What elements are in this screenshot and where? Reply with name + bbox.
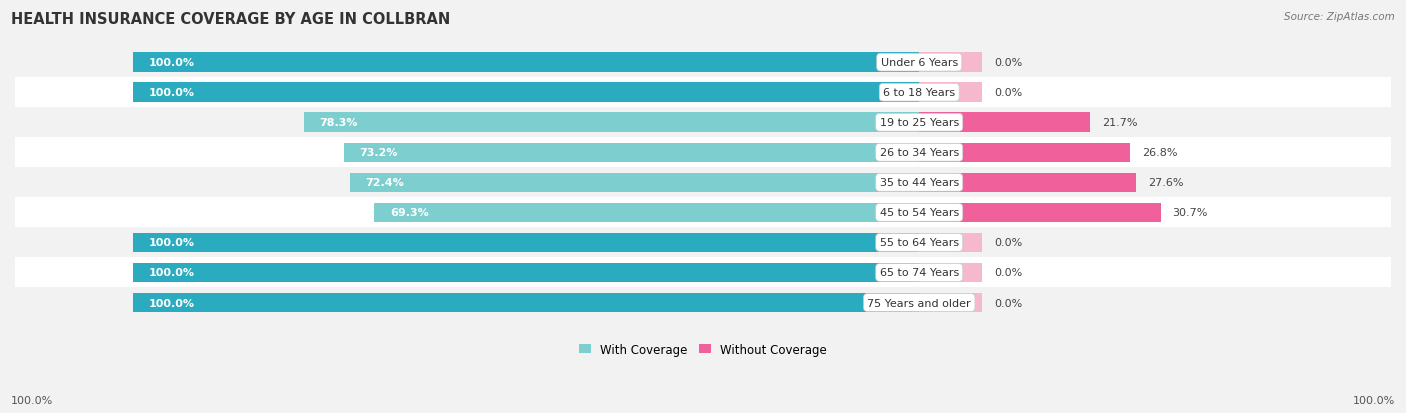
Bar: [920, 293, 983, 313]
Text: 30.7%: 30.7%: [1173, 208, 1208, 218]
Text: 100.0%: 100.0%: [149, 88, 194, 98]
Text: 19 to 25 Years: 19 to 25 Years: [880, 118, 959, 128]
Text: 35 to 44 Years: 35 to 44 Years: [880, 178, 959, 188]
Text: 100.0%: 100.0%: [149, 298, 194, 308]
Text: 0.0%: 0.0%: [994, 88, 1022, 98]
Text: 0.0%: 0.0%: [994, 58, 1022, 68]
Bar: [15, 138, 1391, 168]
Text: 26 to 34 Years: 26 to 34 Years: [880, 148, 959, 158]
Bar: [920, 203, 1160, 223]
Text: 55 to 64 Years: 55 to 64 Years: [880, 238, 959, 248]
Text: 0.0%: 0.0%: [994, 238, 1022, 248]
Bar: [15, 48, 1391, 78]
Bar: [920, 113, 1090, 133]
Text: 45 to 54 Years: 45 to 54 Years: [880, 208, 959, 218]
Bar: [350, 173, 920, 192]
Bar: [374, 203, 920, 223]
Text: 21.7%: 21.7%: [1102, 118, 1137, 128]
Text: 100.0%: 100.0%: [11, 395, 53, 405]
Text: 100.0%: 100.0%: [1353, 395, 1395, 405]
Text: HEALTH INSURANCE COVERAGE BY AGE IN COLLBRAN: HEALTH INSURANCE COVERAGE BY AGE IN COLL…: [11, 12, 450, 27]
Bar: [134, 53, 920, 73]
Bar: [920, 143, 1130, 163]
Text: 72.4%: 72.4%: [366, 178, 405, 188]
Bar: [343, 143, 920, 163]
Bar: [15, 168, 1391, 198]
Text: 0.0%: 0.0%: [994, 298, 1022, 308]
Bar: [134, 293, 920, 313]
Bar: [920, 173, 1136, 192]
Bar: [920, 233, 983, 253]
Bar: [920, 53, 983, 73]
Bar: [15, 78, 1391, 108]
Bar: [15, 288, 1391, 318]
Bar: [15, 228, 1391, 258]
Bar: [15, 258, 1391, 288]
Text: 65 to 74 Years: 65 to 74 Years: [880, 268, 959, 278]
Bar: [920, 83, 983, 103]
Text: 73.2%: 73.2%: [360, 148, 398, 158]
Text: 6 to 18 Years: 6 to 18 Years: [883, 88, 955, 98]
Text: 27.6%: 27.6%: [1149, 178, 1184, 188]
Bar: [134, 233, 920, 253]
Bar: [304, 113, 920, 133]
Text: 69.3%: 69.3%: [389, 208, 429, 218]
Legend: With Coverage, Without Coverage: With Coverage, Without Coverage: [574, 338, 832, 361]
Text: Source: ZipAtlas.com: Source: ZipAtlas.com: [1284, 12, 1395, 22]
Text: 100.0%: 100.0%: [149, 268, 194, 278]
Bar: [15, 108, 1391, 138]
Bar: [134, 263, 920, 282]
Text: 75 Years and older: 75 Years and older: [868, 298, 972, 308]
Bar: [920, 263, 983, 282]
Bar: [134, 83, 920, 103]
Text: 78.3%: 78.3%: [319, 118, 357, 128]
Text: 100.0%: 100.0%: [149, 58, 194, 68]
Text: 26.8%: 26.8%: [1142, 148, 1177, 158]
Bar: [15, 198, 1391, 228]
Text: 100.0%: 100.0%: [149, 238, 194, 248]
Text: 0.0%: 0.0%: [994, 268, 1022, 278]
Text: Under 6 Years: Under 6 Years: [880, 58, 957, 68]
